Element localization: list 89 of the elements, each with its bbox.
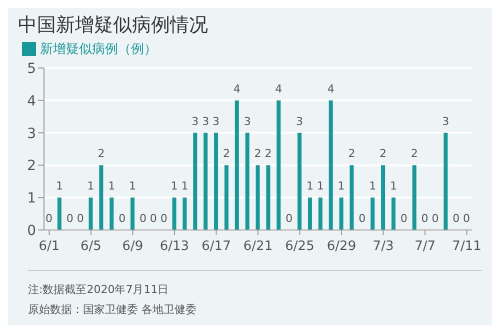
data-label: 1 (181, 180, 188, 193)
bar (276, 100, 281, 230)
text: 注:数据截至2020年7月11日 (28, 282, 170, 298)
data-label: 1 (56, 180, 63, 193)
data-label: 2 (254, 147, 262, 160)
x-tick-label: 6/17 (202, 239, 231, 254)
bar (172, 198, 176, 230)
data-label: 1 (369, 180, 376, 193)
bar (328, 100, 333, 230)
x-tick-label: 6/21 (243, 239, 273, 254)
data-label: 4 (233, 82, 240, 96)
bar (245, 132, 250, 230)
data-label: 0 (400, 212, 408, 225)
data-label: 0 (160, 212, 168, 225)
data-label: 2 (222, 147, 230, 160)
bar (308, 198, 312, 230)
data-label: 3 (192, 114, 199, 128)
data-label: 0 (76, 212, 84, 225)
data-label: 1 (316, 180, 324, 193)
data-label: 0 (452, 212, 460, 225)
y-tick-label: 1 (27, 190, 36, 207)
data-label: 0 (432, 212, 439, 225)
bar (412, 165, 416, 230)
bar (350, 165, 354, 230)
bar (110, 198, 114, 230)
data-label: 0 (150, 212, 157, 225)
bar (266, 165, 270, 230)
x-tick-label: 6/9 (122, 239, 144, 254)
bar (381, 165, 386, 230)
bar (57, 198, 62, 230)
data-label: 1 (129, 180, 136, 193)
data-label: 2 (380, 147, 387, 160)
bar (391, 198, 396, 230)
data-label: 3 (202, 114, 210, 128)
data-label: 0 (66, 212, 74, 225)
x-tick-label: 7/11 (452, 239, 482, 254)
data-label: 0 (139, 212, 146, 225)
bar (88, 198, 93, 230)
x-tick-label: 6/13 (160, 239, 190, 254)
y-tick-label: 3 (27, 126, 36, 142)
data-label: 3 (244, 114, 251, 128)
data-label: 1 (306, 180, 314, 193)
y-tick-label: 5 (27, 60, 36, 77)
data-label: 4 (275, 82, 282, 96)
chart-title: 中国新增疑似病例情况 (18, 13, 208, 38)
bar (370, 198, 375, 230)
data-label: 2 (410, 147, 418, 160)
bar (298, 132, 302, 230)
data-label: 3 (212, 114, 220, 128)
data-label: 1 (338, 180, 345, 193)
data-label: 0 (463, 212, 470, 225)
bar (339, 198, 344, 230)
data-label: 4 (327, 82, 334, 96)
data-label: 2 (98, 147, 105, 160)
data-label: 1 (108, 180, 116, 193)
x-tick-label: 7/7 (414, 239, 436, 254)
data-label: 2 (264, 147, 272, 160)
bar (214, 132, 218, 230)
data-label: 3 (442, 114, 450, 128)
bar (224, 165, 228, 230)
data-label: 1 (170, 180, 178, 193)
bar (193, 132, 198, 230)
x-tick-label: 6/1 (38, 239, 60, 254)
data-label: 2 (348, 147, 356, 160)
bar (204, 132, 208, 230)
data-label: 0 (358, 212, 366, 225)
bar (318, 198, 322, 230)
y-tick-label: 2 (27, 158, 36, 174)
x-tick-label: 6/5 (80, 239, 102, 254)
x-tick-label: 7/3 (372, 239, 394, 254)
data-label: 3 (296, 114, 304, 128)
bar (444, 132, 448, 230)
bar (130, 198, 135, 230)
y-tick-label: 0 (27, 222, 36, 239)
y-tick-label: 4 (27, 93, 36, 110)
data-label: 1 (87, 180, 94, 193)
legend-label: 新增疑似病例（例） (40, 42, 157, 57)
x-tick-label: 6/29 (326, 239, 356, 254)
text: 原始数据：国家卫健委 各地卫健委 (28, 302, 196, 318)
data-label: 0 (118, 212, 126, 225)
bar (99, 165, 104, 230)
bar (182, 198, 187, 230)
data-label: 1 (390, 180, 397, 193)
data-label: 0 (421, 212, 428, 225)
bar (256, 165, 260, 230)
data-label: 0 (286, 212, 293, 225)
x-tick-label: 6/25 (285, 239, 314, 254)
data-label: 0 (46, 212, 52, 225)
bar (234, 100, 239, 230)
